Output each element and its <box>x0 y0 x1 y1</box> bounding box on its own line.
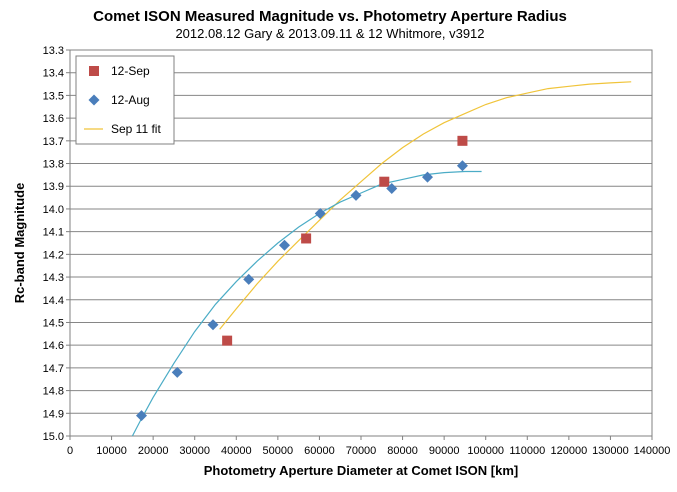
y-tick-label: 14.9 <box>43 408 64 420</box>
chart-subtitle: 2012.08.12 Gary & 2013.09.11 & 12 Whitmo… <box>175 26 484 41</box>
x-tick-label: 30000 <box>179 445 210 457</box>
x-tick-label: 100000 <box>467 445 504 457</box>
y-tick-label: 13.8 <box>43 159 64 171</box>
y-tick-label: 13.3 <box>43 45 64 57</box>
x-tick-label: 0 <box>67 445 73 457</box>
x-tick-label: 130000 <box>592 445 629 457</box>
data-point-12-sep <box>457 136 467 146</box>
legend: 12-Sep 12-Aug Sep 11 fit <box>76 56 174 144</box>
x-axis-title: Photometry Aperture Diameter at Comet IS… <box>204 463 518 478</box>
y-tick-label: 14.4 <box>43 295 64 307</box>
y-axis: 13.3 13.4 13.5 13.6 13.7 13.8 13.9 14.0 14.1 14.2… <box>43 45 70 443</box>
y-tick-label: 14.7 <box>43 363 64 375</box>
y-axis-title: Rc-band Magnitude <box>12 183 27 304</box>
data-point-12-sep <box>379 177 389 187</box>
x-tick-label: 120000 <box>550 445 587 457</box>
x-tick-label: 10000 <box>96 445 127 457</box>
x-tick-label: 140000 <box>634 445 671 457</box>
y-tick-label: 14.1 <box>43 227 64 239</box>
x-tick-label: 70000 <box>346 445 377 457</box>
data-point-12-sep <box>301 233 311 243</box>
y-tick-label: 13.4 <box>43 68 64 80</box>
y-tick-label: 13.6 <box>43 113 64 125</box>
x-tick-label: 50000 <box>263 445 294 457</box>
y-tick-label: 14.2 <box>43 249 64 261</box>
chart: Comet ISON Measured Magnitude vs. Photom… <box>0 0 677 492</box>
y-tick-label: 14.6 <box>43 340 64 352</box>
x-tick-label: 110000 <box>509 445 545 457</box>
x-tick-label: 60000 <box>304 445 335 457</box>
x-tick-label: 90000 <box>429 445 460 457</box>
data-point-12-sep <box>222 336 232 346</box>
x-tick-label: 40000 <box>221 445 252 457</box>
y-tick-label: 14.3 <box>43 272 64 284</box>
y-tick-label: 14.8 <box>43 386 64 398</box>
legend-label: 12-Sep <box>111 64 150 78</box>
x-tick-label: 80000 <box>387 445 418 457</box>
y-tick-label: 15.0 <box>43 431 64 443</box>
legend-marker <box>89 66 99 76</box>
y-tick-label: 14.5 <box>43 317 64 329</box>
y-tick-label: 13.5 <box>43 90 64 102</box>
y-tick-label: 13.7 <box>43 136 64 148</box>
legend-label: Sep 11 fit <box>111 122 161 136</box>
legend-label: 12-Aug <box>111 93 150 107</box>
y-tick-label: 14.0 <box>43 204 64 216</box>
x-axis: 0 10000 20000 30000 40000 50000 60000 70000 8000… <box>67 436 670 457</box>
chart-title: Comet ISON Measured Magnitude vs. Photom… <box>93 8 567 25</box>
y-tick-label: 13.9 <box>43 181 64 193</box>
x-tick-label: 20000 <box>138 445 169 457</box>
